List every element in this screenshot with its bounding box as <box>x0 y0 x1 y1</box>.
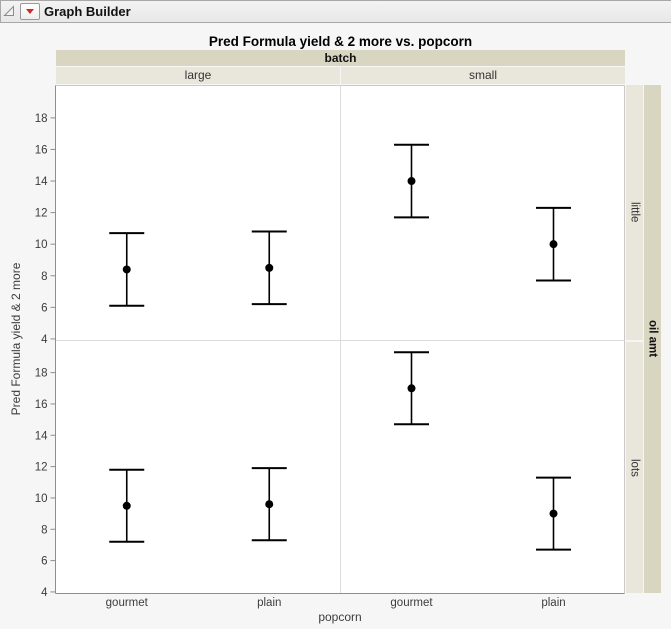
mean-marker[interactable] <box>265 500 274 509</box>
mean-marker[interactable] <box>549 240 558 249</box>
error-bar-group <box>251 230 287 306</box>
y-tick-label[interactable]: 4 <box>41 334 48 346</box>
data-marks <box>109 143 571 551</box>
error-bar-group <box>394 351 429 426</box>
y-tick-label[interactable]: 18 <box>35 113 48 125</box>
row-facet-level-lots: lots <box>626 342 643 593</box>
column-facet-level-small: small <box>341 67 625 84</box>
error-bar-group <box>536 206 571 282</box>
row-facet-header: oil amt <box>644 85 661 593</box>
plot-area[interactable]: 4 6 8 10 12 14 16 18 4 6 8 10 12 14 16 18 gourmet plain go… <box>0 85 671 629</box>
report-titlebar: Graph Builder <box>0 0 671 23</box>
y-tick-label[interactable]: 18 <box>35 368 48 380</box>
mean-marker[interactable] <box>122 501 131 510</box>
y-tick-label[interactable]: 14 <box>35 176 48 188</box>
x-category-label[interactable]: plain <box>541 597 565 609</box>
column-facet-header: batch <box>56 50 625 67</box>
error-bar-group <box>109 232 145 307</box>
mean-marker[interactable] <box>265 263 274 272</box>
row-facet-header-label: oil amt <box>646 320 659 358</box>
y-tick-label[interactable]: 8 <box>41 524 47 536</box>
y-tick-label[interactable]: 4 <box>41 587 48 599</box>
axis-labels: Pred Formula yield & 2 more popcorn <box>9 262 362 624</box>
disclosure-triangle-icon[interactable] <box>3 5 16 18</box>
panel-backgrounds <box>55 85 625 594</box>
red-triangle-menu-button[interactable] <box>20 3 40 20</box>
y-tick-label[interactable]: 14 <box>35 430 48 442</box>
y-tick-label[interactable]: 16 <box>35 144 48 156</box>
y-tick-label[interactable]: 16 <box>35 399 48 411</box>
mean-marker[interactable] <box>122 265 131 274</box>
y-tick-label[interactable]: 8 <box>41 271 47 283</box>
y-tick-label[interactable]: 6 <box>41 302 47 314</box>
error-bar-group <box>394 143 429 219</box>
error-bar-group <box>251 467 287 542</box>
x-category-label[interactable]: gourmet <box>390 597 433 609</box>
y-tick-label[interactable]: 6 <box>41 556 47 568</box>
x-axis-title: popcorn <box>318 610 361 624</box>
row-facet-level-lots-label: lots <box>628 458 641 477</box>
chart-title: Pred Formula yield & 2 more vs. popcorn <box>208 34 473 49</box>
y-tick-label[interactable]: 12 <box>35 462 48 474</box>
row-facet-level-little-label: little <box>628 202 641 223</box>
mean-marker[interactable] <box>549 509 558 518</box>
error-bar-group <box>536 476 571 551</box>
y-tick-label[interactable]: 12 <box>35 208 48 220</box>
red-triangle-icon <box>26 9 34 14</box>
row-facet-level-little: little <box>626 85 643 340</box>
x-category-label[interactable]: plain <box>257 597 281 609</box>
error-bar-group <box>109 468 145 543</box>
mean-marker[interactable] <box>407 384 416 393</box>
mean-marker[interactable] <box>407 177 416 186</box>
axes: 4 6 8 10 12 14 16 18 4 6 8 10 12 14 16 18 gourmet plain go… <box>35 85 625 609</box>
column-facet-level-large: large <box>56 67 340 84</box>
y-tick-label[interactable]: 10 <box>35 493 48 505</box>
x-category-label[interactable]: gourmet <box>106 597 149 609</box>
y-tick-label[interactable]: 10 <box>35 239 48 251</box>
window-title: Graph Builder <box>44 4 131 19</box>
y-axis-title: Pred Formula yield & 2 more <box>9 262 23 415</box>
